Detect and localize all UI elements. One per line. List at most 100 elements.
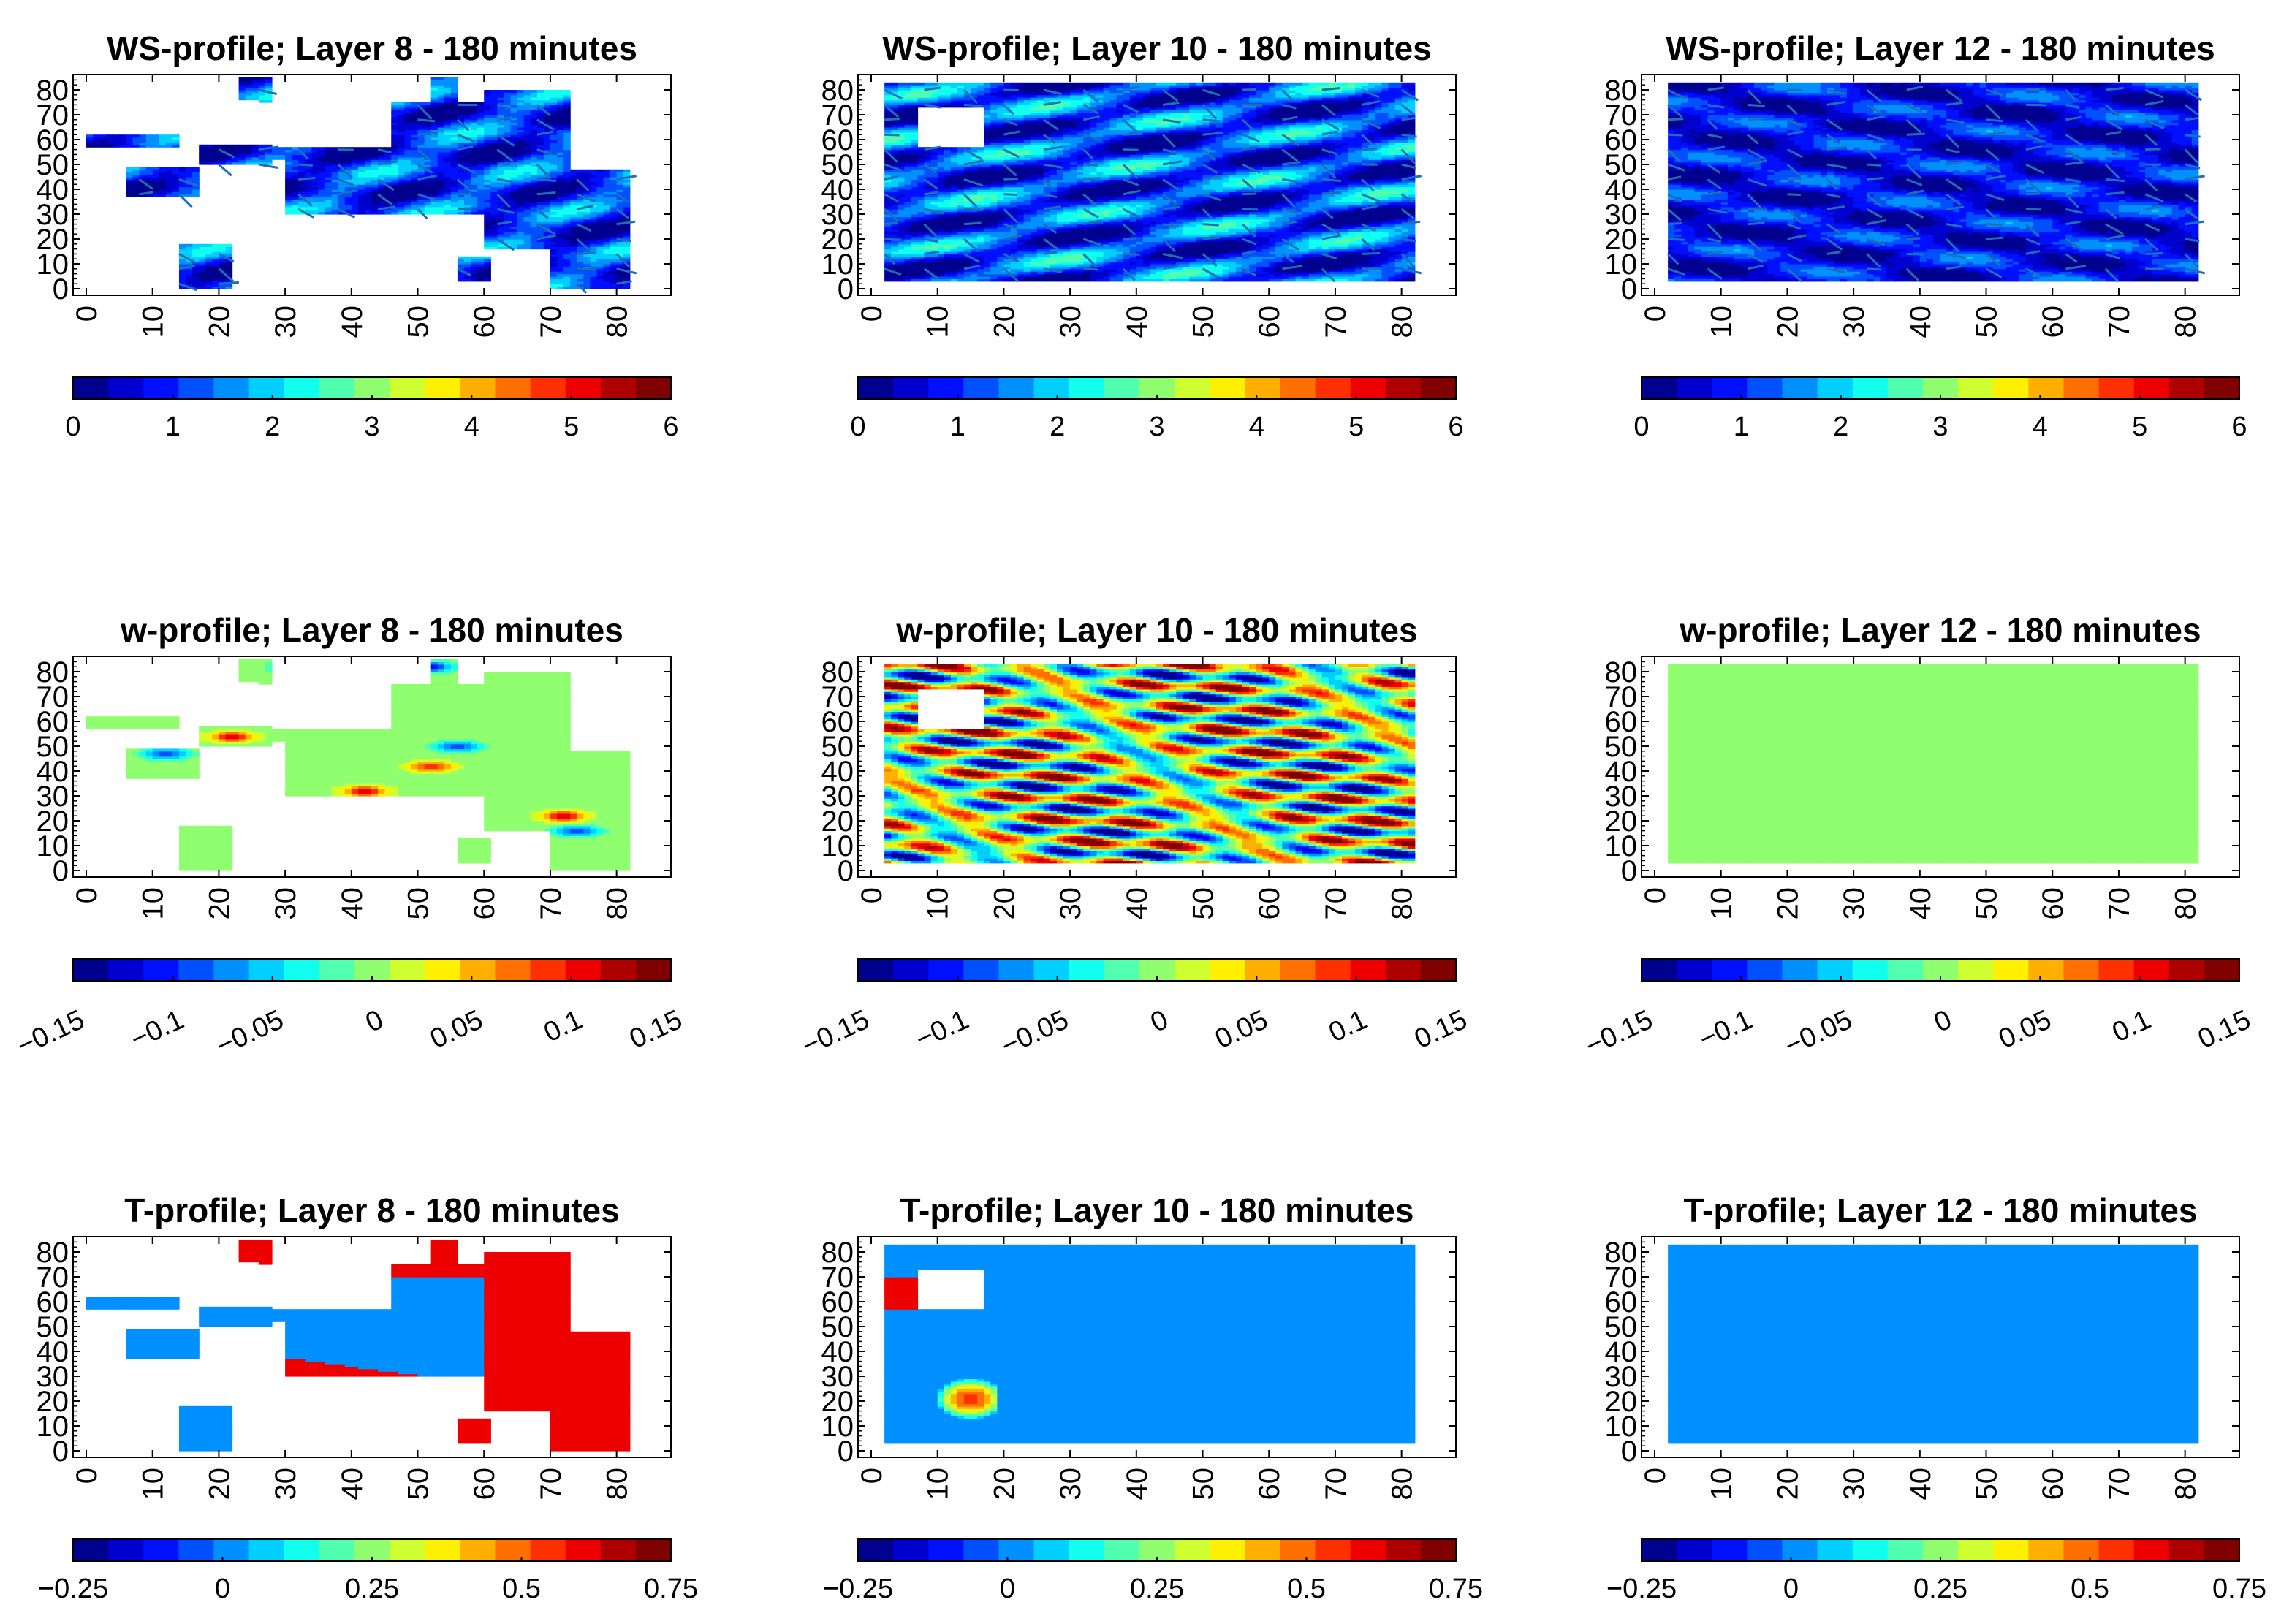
heatmap-cell bbox=[490, 162, 498, 165]
colorbar-tick-label: 0 bbox=[65, 411, 80, 442]
heatmap-cell bbox=[511, 150, 518, 153]
heatmap-cell bbox=[418, 170, 425, 172]
heatmap-cell bbox=[550, 271, 558, 274]
heatmap-cell bbox=[477, 271, 485, 274]
heatmap-cell bbox=[192, 175, 200, 178]
heatmap-cell bbox=[444, 170, 452, 172]
heatmap-cell bbox=[544, 137, 551, 140]
heatmap-cell bbox=[477, 145, 485, 148]
heatmap-cell bbox=[1309, 259, 1316, 262]
heatmap-cell bbox=[172, 175, 180, 178]
heatmap-cell bbox=[292, 157, 299, 160]
heatmap-cell bbox=[358, 197, 365, 200]
heatmap-cell bbox=[531, 150, 538, 153]
heatmap-cell bbox=[563, 137, 571, 140]
colorbar-swatch bbox=[143, 377, 179, 399]
heatmap-cell bbox=[259, 100, 266, 103]
heatmap-cell bbox=[391, 197, 398, 200]
heatmap-cell bbox=[444, 209, 452, 212]
heatmap-cell bbox=[524, 95, 531, 98]
heatmap-cell bbox=[484, 113, 491, 115]
heatmap-cell bbox=[511, 107, 518, 110]
heatmap-cell bbox=[325, 170, 333, 172]
heatmap-cell bbox=[252, 150, 259, 153]
heatmap-cell bbox=[345, 209, 352, 212]
heatmap-cell bbox=[358, 147, 365, 150]
heatmap-cell bbox=[617, 175, 624, 178]
heatmap-cell bbox=[159, 182, 167, 185]
heatmap-cell bbox=[557, 157, 564, 160]
heatmap-cell bbox=[1348, 259, 1356, 262]
heatmap-cell bbox=[398, 182, 405, 185]
heatmap-cell bbox=[325, 182, 333, 185]
heatmap-cell bbox=[411, 113, 418, 115]
heatmap-cell bbox=[1130, 271, 1137, 274]
heatmap-cell bbox=[583, 209, 591, 212]
heatmap-cell bbox=[544, 95, 551, 98]
heatmap-cell bbox=[604, 259, 611, 262]
heatmap-cell bbox=[404, 137, 411, 140]
heatmap-cell bbox=[524, 132, 531, 135]
heatmap-cell bbox=[517, 132, 525, 135]
heatmap-cell bbox=[563, 113, 571, 115]
heatmap-cell bbox=[517, 137, 525, 140]
heatmap-cell bbox=[570, 259, 577, 262]
heatmap-cell bbox=[318, 170, 325, 172]
heatmap-cell bbox=[444, 132, 452, 135]
heatmap-cell bbox=[570, 221, 577, 224]
colorbar-swatch bbox=[213, 377, 249, 399]
heatmap-cell bbox=[504, 197, 511, 200]
heatmap-cell bbox=[265, 95, 273, 98]
heatmap-cell bbox=[1063, 259, 1071, 262]
heatmap-cell bbox=[531, 197, 538, 200]
colorbar-swatch bbox=[249, 377, 285, 399]
heatmap-cell bbox=[451, 100, 458, 103]
heatmap-cell bbox=[583, 284, 591, 287]
heatmap-cell bbox=[531, 107, 538, 110]
heatmap-cell bbox=[398, 125, 405, 128]
heatmap-cell bbox=[404, 145, 411, 148]
heatmap-cell bbox=[126, 170, 133, 172]
colorbar-tick-label: 1 bbox=[165, 411, 181, 442]
heatmap-cell bbox=[596, 197, 604, 200]
heatmap-cell bbox=[451, 175, 458, 178]
heatmap-cell bbox=[484, 257, 491, 259]
heatmap-cell bbox=[517, 145, 525, 148]
heatmap-cell bbox=[212, 150, 219, 153]
heatmap-cell bbox=[544, 162, 551, 165]
heatmap-cell bbox=[1143, 271, 1150, 274]
heatmap-cell bbox=[610, 246, 618, 249]
heatmap-cell bbox=[179, 175, 186, 178]
heatmap-cell bbox=[925, 259, 932, 262]
heatmap-cell bbox=[186, 167, 193, 170]
subplot-title: WS-profile; Layer 10 - 180 minutes bbox=[882, 29, 1432, 67]
heatmap-cell bbox=[239, 77, 246, 80]
heatmap-cell bbox=[391, 150, 398, 153]
heatmap-cell bbox=[418, 125, 425, 128]
heatmap-cell bbox=[524, 125, 531, 128]
heatmap-cell bbox=[1090, 271, 1097, 274]
heatmap-cell bbox=[265, 162, 273, 165]
heatmap-cell bbox=[1037, 259, 1044, 262]
heatmap-cell bbox=[212, 284, 219, 287]
heatmap-cell bbox=[431, 182, 439, 185]
heatmap-cell bbox=[292, 182, 299, 185]
heatmap-cell bbox=[471, 182, 478, 185]
heatmap-cell bbox=[1335, 259, 1343, 262]
heatmap-cell bbox=[623, 209, 631, 212]
heatmap-cell bbox=[623, 234, 631, 237]
heatmap-cell bbox=[186, 244, 193, 247]
heatmap-cell bbox=[292, 150, 299, 153]
heatmap-cell bbox=[438, 132, 445, 135]
heatmap-cell bbox=[186, 271, 193, 274]
heatmap-cell bbox=[425, 162, 432, 165]
heatmap-cell bbox=[444, 197, 452, 200]
heatmap-cell bbox=[186, 170, 193, 172]
heatmap-cell bbox=[557, 209, 564, 212]
heatmap-cell bbox=[225, 157, 232, 160]
heatmap-cell bbox=[438, 182, 445, 185]
heatmap-cell bbox=[106, 137, 113, 140]
heatmap-cell bbox=[484, 221, 491, 224]
heatmap-cell bbox=[146, 170, 153, 172]
heatmap-cell bbox=[550, 182, 558, 185]
